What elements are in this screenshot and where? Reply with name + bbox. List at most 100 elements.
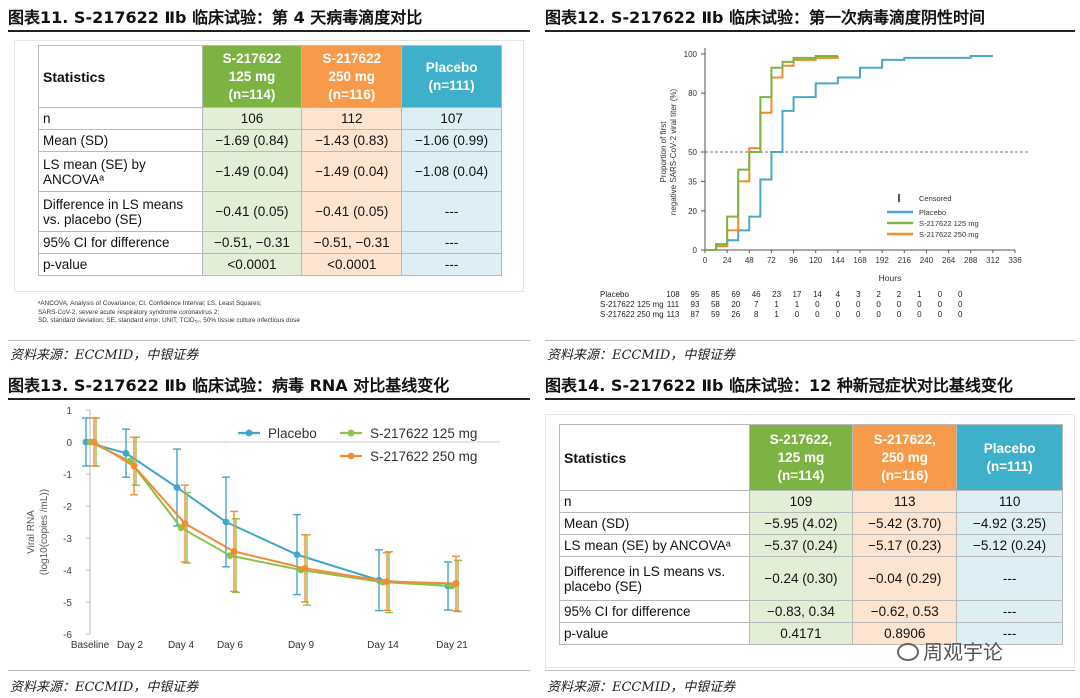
cell: −5.37 (0.24) [748,534,854,557]
legend-marker [245,429,253,437]
risk-value: 0 [876,310,881,319]
figure-11-title: 图表11. S-217622 Ⅱb 临床试验：第 4 天病毒滴度对比 [8,4,530,32]
figure-11-frame [14,40,524,292]
x-tick-label: 24 [723,256,732,265]
cell: −5.12 (0.24) [956,534,1063,557]
risk-value: 0 [958,290,963,299]
cell: −0.41 (0.05) [201,191,303,232]
cell: --- [401,231,502,254]
risk-value: 0 [815,310,820,319]
risk-value: 0 [958,310,963,319]
risk-value: 0 [897,300,902,309]
y-tick-label: -6 [63,630,72,641]
data-point [181,520,189,527]
x-tick-label: 144 [831,256,845,265]
risk-value: 46 [752,290,761,299]
x-axis-label: Hours [879,273,902,283]
x-tick-label: Baseline [71,640,110,651]
row-label: Difference in LS means vs. placebo (SE) [38,191,203,232]
cell: --- [956,600,1063,623]
figure-12-panel: 图表12. S-217622 Ⅱb 临床试验：第一次病毒滴度阴性时间 0 20 35… [545,0,1075,363]
header-125mg: S-217622 125 mg (n=114) [201,45,303,108]
x-tick-label: 72 [767,256,776,265]
y-tick-label: -2 [63,502,72,513]
cell: −0.51, −0.31 [301,231,403,254]
x-tick-label: 0 [703,256,708,265]
risk-value: 0 [836,310,841,319]
risk-value: 1 [917,290,922,299]
cell: 113 [852,490,958,513]
x-tick-label: Day 9 [288,640,315,651]
cell: <0.0001 [201,253,303,276]
x-tick-label: 168 [853,256,867,265]
legend-label: Placebo [919,208,946,217]
cell: 110 [956,490,1063,513]
y-tick-label: 35 [688,177,697,186]
cell: −0.41 (0.05) [301,191,403,232]
risk-value: 0 [876,300,881,309]
legend-label: S-217622 125 mg [919,219,979,228]
figure-13-source: 资料来源：ECCMID，中银证券 [10,680,199,695]
risk-value: 69 [731,290,740,299]
data-point [293,551,301,559]
row-label: LS mean (SE) by ANCOVAᵃ [559,534,750,557]
cell: --- [401,253,502,276]
x-tick-label: 216 [898,256,912,265]
row-label: Difference in LS means vs. placebo (SE) [559,556,750,601]
row-label: p-value [38,253,203,276]
risk-value: 0 [938,290,943,299]
cell: <0.0001 [301,253,403,276]
y-axis-label: Viral RNA (log10(copies /mL)) [26,489,50,575]
risk-value: 20 [731,300,740,309]
statistics-header: Statistics [38,45,203,108]
cell: --- [956,556,1063,601]
risk-value: 93 [691,300,700,309]
data-point [130,462,138,470]
y-tick-label: -4 [63,566,72,577]
y-axis-label-line: (log10(copies /mL)) [39,489,50,575]
figure-12-title: 图表12. S-217622 Ⅱb 临床试验：第一次病毒滴度阴性时间 [545,4,1075,32]
risk-value: 0 [856,300,861,309]
km-series-line [705,54,838,251]
risk-value: 14 [813,290,822,299]
cell: 109 [748,490,854,513]
figure-13-title: 图表13. S-217622 Ⅱb 临床试验：病毒 RNA 对比基线变化 [8,372,530,400]
x-tick-label: Day 6 [217,640,244,651]
row-label: n [38,107,203,130]
y-tick-label: 0 [693,246,698,255]
legend-label: Censored [919,194,952,203]
cell: --- [401,191,502,232]
cell: −0.83, 0.34 [748,600,854,623]
risk-value: 26 [731,310,740,319]
x-tick-label: 240 [920,256,934,265]
risk-row-label: Placebo [600,290,629,299]
x-tick-label: 336 [1008,256,1022,265]
header-125mg: S-217622, 125 mg (n=114) [748,424,854,491]
legend-label: S-217622 125 mg [370,426,477,441]
risk-value: 2 [897,290,902,299]
row-label: p-value [559,622,750,645]
y-tick-label: 20 [688,207,697,216]
divider [545,340,1075,341]
cell: 106 [201,107,303,130]
row-label: Mean (SD) [559,512,750,535]
figure-13-panel: 图表13. S-217622 Ⅱb 临床试验：病毒 RNA 对比基线变化 1 0 -… [8,368,530,698]
y-tick-label: 80 [688,89,697,98]
risk-value: 1 [774,300,779,309]
header-placebo: Placebo (n=111) [956,424,1063,491]
header-250mg: S-217622 250 mg (n=116) [301,45,403,108]
divider [545,670,1075,671]
risk-value: 23 [772,290,781,299]
data-point [383,578,391,585]
y-tick-label: -5 [63,598,72,609]
cell: −1.49 (0.04) [201,151,303,192]
cell: −0.51, −0.31 [201,231,303,254]
risk-row-label: S-217622 250 mg [600,310,664,319]
risk-value: 108 [666,290,680,299]
risk-value: 4 [836,290,841,299]
row-label: LS mean (SE) by ANCOVAᵃ [38,151,203,192]
row-label: n [559,490,750,513]
x-tick-label: 96 [789,256,798,265]
watermark-text: 周观宇论 [923,640,1003,664]
